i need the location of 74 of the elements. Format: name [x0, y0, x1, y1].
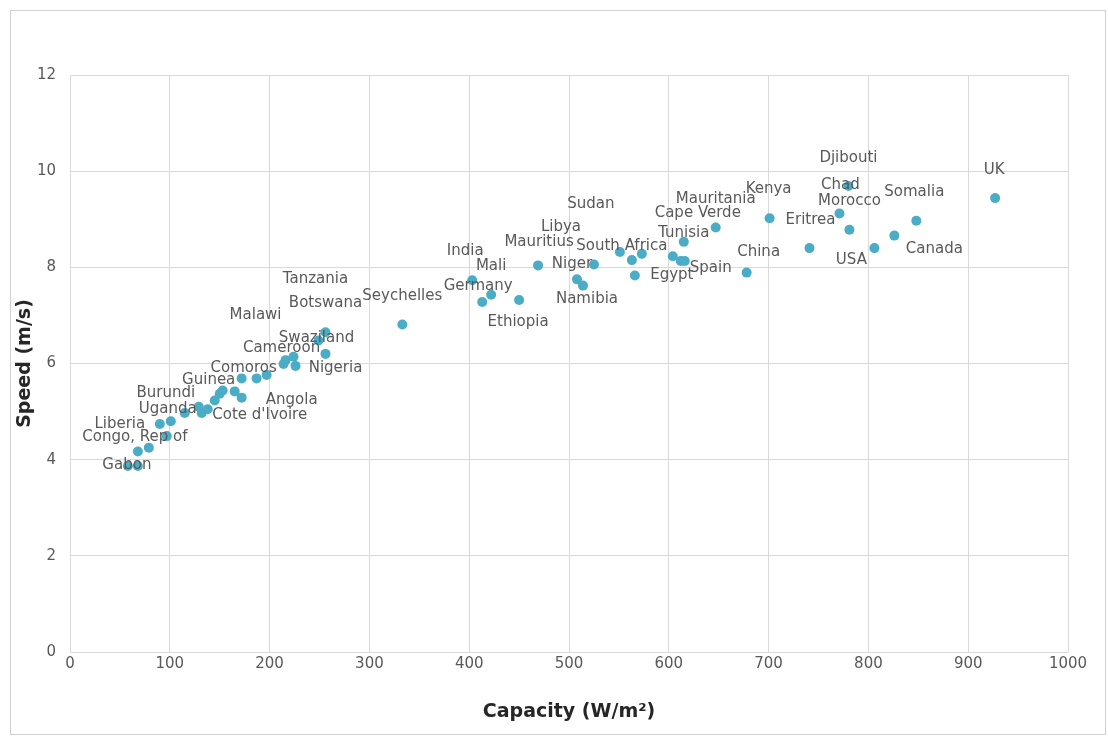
data-label: Gabon: [102, 454, 152, 473]
data-label: Eritrea: [785, 209, 836, 228]
data-label: Botswana: [288, 293, 363, 312]
point: [710, 222, 721, 233]
x-tick-label: 900: [953, 653, 983, 672]
point: [533, 260, 544, 271]
point: [889, 230, 900, 241]
x-tick-label: 500: [554, 653, 584, 672]
data-label: Djibouti: [819, 147, 878, 166]
point: [911, 215, 922, 226]
point: [397, 319, 408, 330]
data-label: Mali: [475, 255, 507, 274]
point: [236, 373, 247, 384]
data-label: Canada: [905, 239, 963, 258]
point: [320, 348, 331, 359]
point: [154, 419, 165, 430]
point: [132, 446, 143, 457]
point: [667, 251, 678, 262]
y-tick-label: 6: [46, 353, 56, 372]
data-label: USA: [835, 249, 868, 268]
point: [571, 274, 582, 285]
data-label: Cape Verde: [654, 202, 741, 221]
x-tick-label: 300: [355, 653, 384, 672]
point: [514, 295, 525, 306]
point: [577, 280, 588, 291]
x-tick-label: 1000: [1048, 653, 1088, 672]
data-label: Morocco: [818, 190, 881, 209]
y-tick-label: 12: [36, 64, 56, 83]
x-axis-title: Capacity (W/m²): [482, 698, 656, 721]
point: [741, 267, 752, 278]
x-tick-label: 700: [754, 653, 783, 672]
y-tick-label: 4: [46, 449, 56, 468]
point: [251, 373, 262, 384]
point: [202, 404, 213, 415]
data-label: Namibia: [555, 289, 619, 308]
point: [236, 392, 247, 403]
x-tick-label: 0: [65, 653, 75, 672]
x-tick-label: 100: [155, 653, 185, 672]
y-axis-title: Speed (m/s): [12, 299, 35, 428]
x-tick-label: 600: [654, 653, 684, 672]
y-tick-label: 2: [46, 545, 56, 564]
x-tick-label: 800: [854, 653, 883, 672]
data-label: Seychelles: [362, 286, 443, 305]
data-label: Somalia: [884, 181, 945, 200]
point: [288, 351, 299, 362]
point: [290, 360, 301, 371]
point: [869, 243, 880, 254]
data-label: Tunisia: [657, 222, 710, 241]
point: [764, 213, 775, 224]
point: [804, 243, 815, 254]
point: [844, 224, 855, 235]
data-label: UK: [983, 159, 1006, 178]
data-label: Germany: [443, 275, 513, 294]
point: [209, 395, 220, 406]
point: [477, 296, 488, 307]
y-tick-label: 0: [46, 641, 56, 660]
point: [629, 270, 640, 281]
data-label: Malawi: [229, 304, 282, 323]
point: [165, 416, 176, 427]
point: [678, 236, 689, 247]
point: [229, 386, 240, 397]
data-label: Tanzania: [281, 269, 349, 288]
y-tick-label: 8: [46, 257, 56, 276]
y-tick-label: 10: [36, 161, 56, 180]
data-label: Nigeria: [308, 357, 363, 376]
data-label: Angola: [265, 389, 318, 408]
data-label: China: [737, 241, 781, 260]
x-tick-label: 200: [255, 653, 284, 672]
point: [834, 208, 845, 219]
data-label: Sudan: [567, 193, 615, 212]
point: [626, 255, 637, 266]
x-tick-label: 400: [454, 653, 484, 672]
point: [990, 193, 1001, 204]
data-label: Ethiopia: [487, 311, 549, 330]
